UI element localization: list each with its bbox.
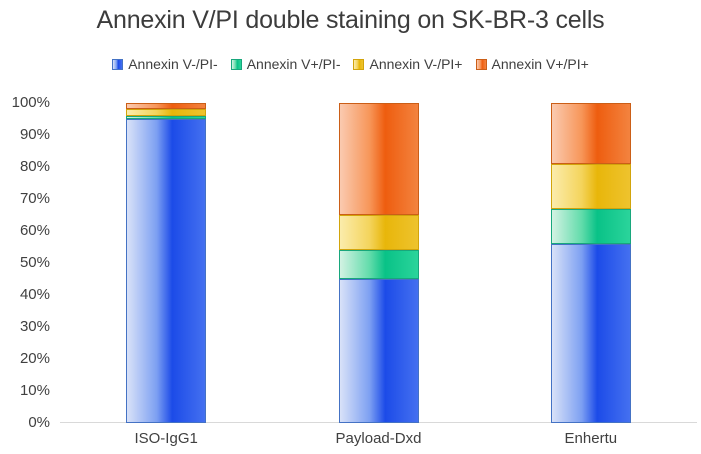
legend-swatch-icon [475, 58, 487, 70]
bar-segment [338, 250, 419, 279]
y-axis-tick-label: 10% [19, 382, 50, 399]
bar-Payload-Dxd [338, 103, 419, 423]
y-axis-tick-label: 40% [19, 286, 50, 303]
legend: Annexin V-/PI- Annexin V+/PI- Annexin V-/P… [0, 56, 701, 72]
legend-label: Annexin V-/PI- [128, 56, 218, 72]
bar-segment [338, 103, 419, 216]
y-axis-tick-label: 50% [19, 254, 50, 271]
y-axis-tick-label: 80% [19, 158, 50, 175]
bar-segment [550, 103, 631, 164]
bar-segment [126, 109, 207, 116]
bar-segment [550, 208, 631, 244]
x-axis-category-label: Enhertu [564, 430, 618, 447]
bar-segment [338, 215, 419, 251]
legend-item: Annexin V+/PI+ [475, 56, 589, 72]
x-axis-category-label: Payload-Dxd [335, 430, 422, 447]
bar-segment [338, 279, 419, 423]
legend-swatch-icon [230, 58, 242, 70]
bar-segment [126, 103, 207, 110]
bar-segment [550, 243, 631, 423]
chart-title: Annexin V/PI double staining on SK-BR-3 … [96, 6, 605, 34]
y-axis-tick-label: 100% [11, 94, 50, 111]
bar-segment [126, 119, 207, 423]
x-axis-category-label: ISO-IgG1 [134, 430, 198, 447]
legend-item: Annexin V+/PI- [230, 56, 341, 72]
y-axis-tick-label: 20% [19, 350, 50, 367]
legend-label: Annexin V+/PI- [246, 56, 341, 72]
y-axis-tick-label: 60% [19, 222, 50, 239]
legend-label: Annexin V+/PI+ [491, 56, 589, 72]
legend-label: Annexin V-/PI+ [369, 56, 463, 72]
y-axis-tick-label: 30% [19, 318, 50, 335]
legend-item: Annexin V-/PI- [112, 56, 218, 72]
bar-Enhertu [550, 103, 631, 423]
bar-segment [126, 115, 207, 119]
y-axis-tick-label: 0% [28, 414, 50, 431]
bar-ISO-IgG1 [126, 103, 207, 423]
bar-segment [550, 163, 631, 209]
y-axis-tick-label: 90% [19, 126, 50, 143]
legend-item: Annexin V-/PI+ [353, 56, 463, 72]
legend-swatch-icon [353, 58, 365, 70]
y-axis-tick-label: 70% [19, 190, 50, 207]
legend-swatch-icon [112, 58, 124, 70]
